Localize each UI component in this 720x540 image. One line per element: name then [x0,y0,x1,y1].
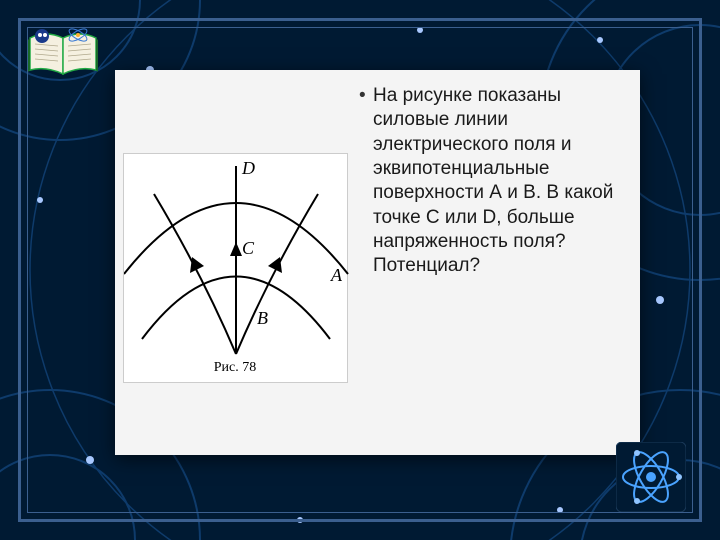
problem-text: На рисунке показаны силовые линии электр… [373,84,628,279]
label-B: B [257,308,268,328]
atom-icon [616,442,686,512]
slide-panel: D C A B Рис. 78 • На рисунке показаны си… [115,70,640,455]
figure-diagram: D C A B Рис. 78 [123,153,348,383]
label-D: D [241,158,255,178]
book-icon [26,22,100,82]
label-C: C [242,238,255,258]
label-A: A [330,265,343,285]
bullet-marker: • [359,84,373,279]
figure-caption: Рис. 78 [124,360,347,376]
figure-area: D C A B Рис. 78 [115,70,355,455]
problem-text-area: • На рисунке показаны силовые линии элек… [355,70,640,455]
